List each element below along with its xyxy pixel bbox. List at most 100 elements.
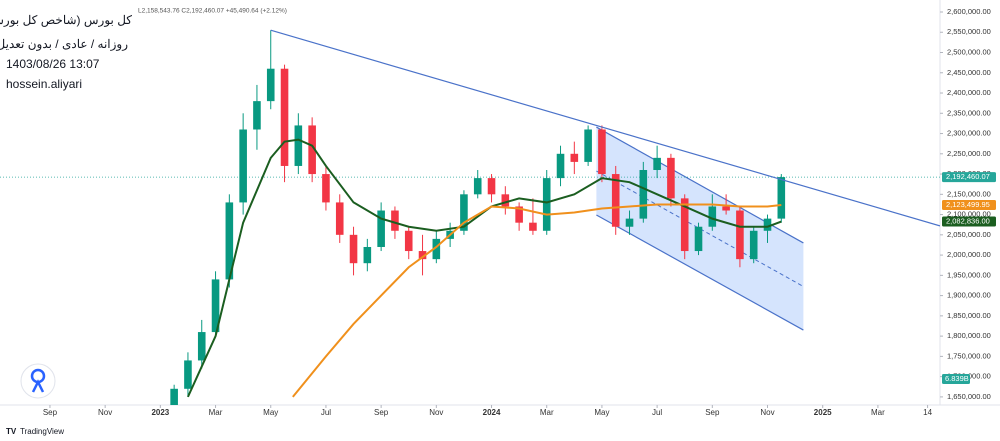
candle-body [294,125,303,166]
price-tag [942,172,996,183]
candle-body [266,68,275,102]
candle-body [611,174,620,227]
price-tag-label: 2,082,836.00 [946,217,990,226]
candle-body [763,218,772,231]
y-tick-label: 2,250,000.00 [947,149,991,158]
candle-body [542,178,551,231]
candle-body [515,206,523,223]
plot-area [0,29,940,405]
y-tick-label: 2,500,000.00 [947,47,991,56]
x-tick-label: Sep [705,408,720,417]
moving-average [292,203,782,398]
x-tick-label: 2025 [814,408,832,417]
candle-body [694,226,703,252]
y-tick-label: 2,100,000.00 [947,210,991,219]
x-tick-label: Jul [321,408,331,417]
candle-body [349,234,358,264]
candle-body [708,206,717,227]
candle-body [225,202,234,280]
candle-body [239,129,247,203]
candle-body [501,194,510,207]
candle-body [184,360,192,389]
x-tick-label: Sep [43,408,58,417]
x-tick-label: 14 [923,408,932,417]
chart-title: كل بورس (شاخص كل بورس) [0,13,132,27]
candle-body [432,238,441,260]
moving-average [187,138,782,398]
candle-body [749,230,758,260]
candle-body [722,206,730,211]
axes: 1,650,000.001,700,000.001,750,000.001,80… [43,7,996,417]
candle-body [598,129,606,175]
price-tag-label: 2,192,460.07 [946,172,990,181]
candle-body [418,251,427,260]
candle-body [653,157,661,171]
y-tick-label: 2,600,000.00 [947,7,991,16]
x-tick-label: Mar [871,408,885,417]
y-tick-label: 2,050,000.00 [947,230,991,239]
ohlc-info: L2,158,543.76 C2,192,460.07 +45,490.64 (… [138,8,287,15]
author: hossein.aliyari [6,77,82,91]
brand: TradingView [20,427,64,436]
x-tick-label: 2023 [151,408,169,417]
candle-body [460,194,468,231]
volume-tag [942,374,970,384]
candle-body [404,230,413,252]
y-tick-label: 2,350,000.00 [947,108,991,117]
y-tick-label: 1,900,000.00 [947,291,991,300]
candle-body [308,125,316,175]
x-tick-label: Nov [760,408,774,417]
x-tick-label: May [594,408,609,417]
x-tick-label: Mar [209,408,223,417]
candle-body [529,222,537,231]
candle-body [280,68,289,166]
price-tag-label: 2,123,499.95 [946,200,990,209]
y-tick-label: 1,950,000.00 [947,270,991,279]
brand-mark: TV [6,427,17,436]
x-tick-label: Mar [540,408,554,417]
y-tick-label: 1,750,000.00 [947,351,991,360]
x-tick-label: Nov [429,408,443,417]
candle-body [487,178,496,195]
date: 1403/08/26 13:07 [6,57,100,71]
candle-body [322,174,330,203]
candle-body [211,279,220,333]
x-tick-label: 2024 [483,408,501,417]
y-tick-label: 2,400,000.00 [947,88,991,97]
x-tick-label: Nov [98,408,112,417]
candle-body [335,202,344,235]
channel-mid [596,170,804,287]
price-tag [942,200,996,211]
candle-body [556,153,565,179]
logo-icon [31,379,45,393]
candle-body [253,101,261,130]
candle-body [777,177,786,219]
y-tick-label: 1,650,000.00 [947,392,991,401]
candle-body [377,210,385,247]
candle-body [625,218,634,227]
candle-body [170,388,178,405]
candle-body [363,246,372,264]
candle-body [570,153,579,162]
x-tick-label: May [263,408,278,417]
y-tick-label: 2,550,000.00 [947,27,991,36]
y-tick-label: 1,800,000.00 [947,331,991,340]
candle-body [197,332,206,361]
candle-body [680,198,689,252]
candle-body [584,129,592,162]
trend-line [270,29,940,227]
candle-body [736,210,744,260]
x-tick-label: Sep [374,408,389,417]
candle-body [667,157,675,199]
candle-body [391,210,399,231]
y-tick-label: 2,000,000.00 [947,250,991,259]
y-tick-label: 2,300,000.00 [947,129,991,138]
candle-body [639,170,648,219]
volume-tag-label: 6.839B [945,374,969,383]
y-tick-label: 2,450,000.00 [947,68,991,77]
y-tick-label: 1,850,000.00 [947,311,991,320]
y-tick-label: 2,150,000.00 [947,189,991,198]
subtitle: روزانه / عادی / بدون تعدیل [0,37,128,51]
